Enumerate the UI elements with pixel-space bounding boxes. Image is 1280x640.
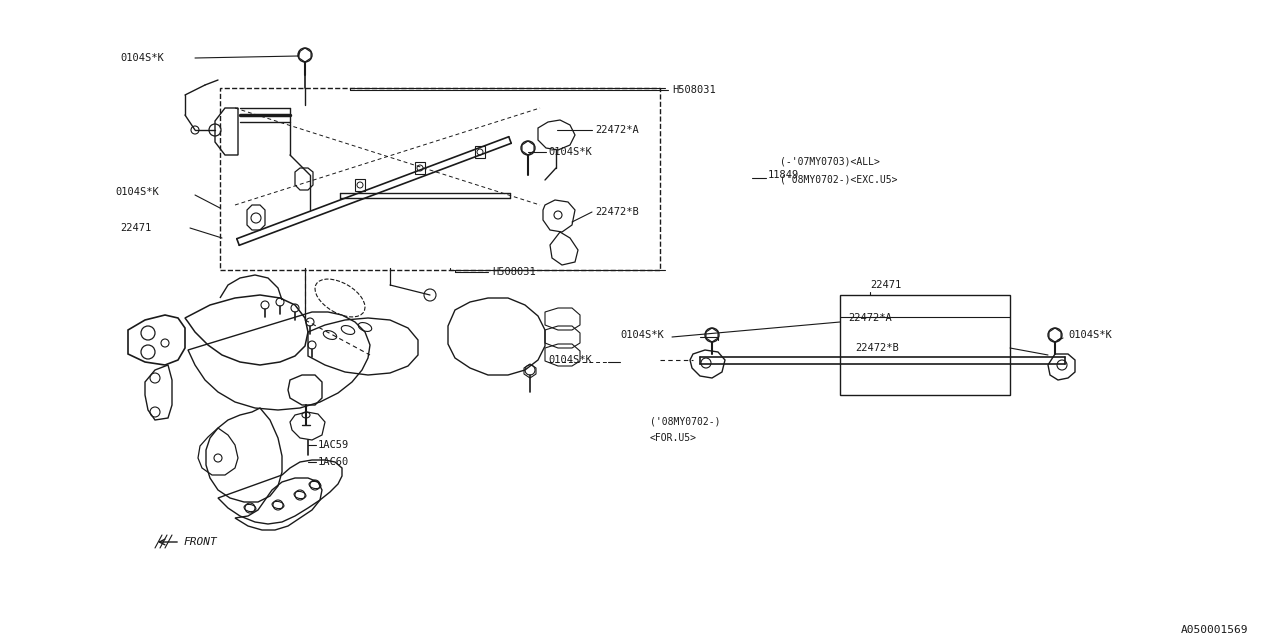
Text: H508031: H508031 <box>672 85 716 95</box>
Bar <box>840 295 1010 395</box>
Text: 0104S*K: 0104S*K <box>548 355 591 365</box>
Text: 0104S*K: 0104S*K <box>548 147 591 157</box>
Text: ('08MY0702-)<EXC.U5>: ('08MY0702-)<EXC.U5> <box>780 175 897 185</box>
Text: 1AC59: 1AC59 <box>317 440 349 450</box>
Bar <box>220 88 660 270</box>
Text: 0104S*K: 0104S*K <box>120 53 164 63</box>
Text: 22471: 22471 <box>120 223 151 233</box>
Text: 11849: 11849 <box>768 170 799 180</box>
Text: 22472*A: 22472*A <box>595 125 639 135</box>
Text: <FOR.U5>: <FOR.U5> <box>650 433 698 443</box>
Text: H508031: H508031 <box>492 267 536 277</box>
Text: 1AC60: 1AC60 <box>317 457 349 467</box>
Text: 22471: 22471 <box>870 280 901 290</box>
Text: 22472*B: 22472*B <box>855 343 899 353</box>
Text: A050001569: A050001569 <box>1180 625 1248 635</box>
Text: 0104S*K: 0104S*K <box>620 330 664 340</box>
Text: ('08MY0702-): ('08MY0702-) <box>650 417 721 427</box>
Text: 0104S*K: 0104S*K <box>115 187 159 197</box>
Text: 22472*B: 22472*B <box>595 207 639 217</box>
Text: 22472*A: 22472*A <box>849 313 892 323</box>
Text: (-'07MY0703)<ALL>: (-'07MY0703)<ALL> <box>780 157 879 167</box>
Text: 0104S*K: 0104S*K <box>1068 330 1112 340</box>
Text: FRONT: FRONT <box>183 537 216 547</box>
